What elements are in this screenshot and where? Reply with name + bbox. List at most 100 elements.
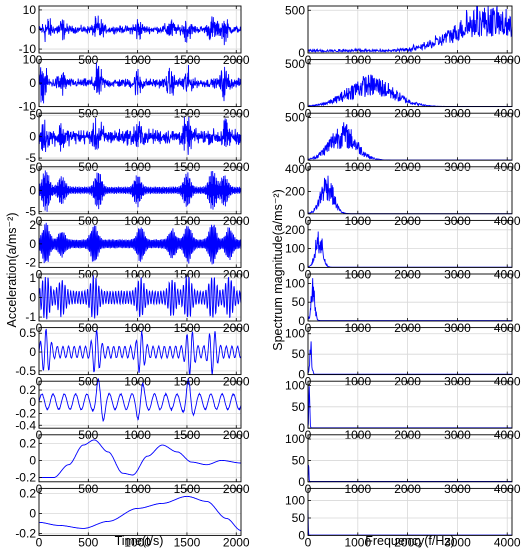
y-tick-label: 1 <box>29 271 36 285</box>
y-tick-label: 50 <box>292 453 306 467</box>
time-series-line <box>38 116 242 155</box>
x-tick-label: 0 <box>36 535 43 549</box>
y-tick-label: 50 <box>292 400 306 414</box>
y-tick-label: 0 <box>29 345 36 359</box>
y-tick-label: -10 <box>19 100 37 114</box>
x-tick-label: 2000 <box>394 535 421 549</box>
y-tick-label: 0 <box>298 314 305 328</box>
y-tick-label: 200 <box>285 184 305 198</box>
time-series-line <box>38 15 242 46</box>
time-subplot-9: 0 500 1000 1500 2000-0.200.2 <box>15 434 250 496</box>
x-tick-label: 1000 <box>124 535 151 549</box>
time-subplot-7: 0 500 1000 1500 2000-0.500.5 <box>15 326 250 388</box>
y-tick-label: -0.2 <box>15 407 36 421</box>
y-tick-label: 5 <box>29 162 36 176</box>
freq-subplot-10: 0 1000 2000 3000 4000 0 50 100 <box>285 487 521 549</box>
x-tick-label: 4000 <box>494 535 521 549</box>
freq-series-line <box>307 341 512 375</box>
y-tick-label: 0.2 <box>19 436 36 450</box>
time-series-line <box>38 62 242 104</box>
frequency-x-axis-label: Frequency(f/Hz) <box>365 534 455 548</box>
y-tick-label: 0.2 <box>19 486 36 500</box>
y-tick-label: -0.2 <box>15 526 36 540</box>
y-tick-label: 0 <box>29 506 36 520</box>
y-tick-label: 50 <box>292 295 306 309</box>
time-subplot-6: 0 500 1000 1500 2000-101 <box>25 271 250 335</box>
y-tick-label: 100 <box>285 242 305 256</box>
axes-box <box>307 273 513 322</box>
frequency-y-axis-label: Spectrum magnitude(a/ms⁻²) <box>271 189 285 351</box>
y-tick-label: 0.5 <box>19 326 36 340</box>
x-tick-label: 0 <box>305 535 312 549</box>
y-tick-label: -5 <box>25 205 36 219</box>
time-series-line <box>38 170 242 212</box>
y-tick-label: 500 <box>285 57 305 71</box>
time-series-line <box>38 275 242 320</box>
y-tick-label: 0 <box>298 475 305 489</box>
time-subplot-4: 0 500 1000 1500 2000-505 <box>25 162 250 228</box>
y-tick-label: -10 <box>19 42 37 56</box>
axes-box <box>307 434 513 483</box>
y-tick-label: 0 <box>29 395 36 409</box>
y-tick-label: 100 <box>285 378 305 392</box>
axes-box <box>38 380 242 429</box>
y-tick-label: 0 <box>29 291 36 305</box>
y-tick-label: 100 <box>285 276 305 290</box>
y-tick-label: 5 <box>29 108 36 122</box>
y-tick-label: 0 <box>298 207 305 221</box>
axes-box <box>307 5 513 54</box>
freq-series-line <box>307 510 512 536</box>
y-tick-label: 500 <box>285 3 305 17</box>
y-tick-label: 2 <box>29 218 36 232</box>
y-tick-label: 10 <box>23 53 37 67</box>
x-tick-label: 2000 <box>223 535 250 549</box>
time-subplot-3: 0 500 1000 1500 2000-505 <box>25 108 250 174</box>
y-tick-label: 0 <box>298 421 305 435</box>
y-tick-label: -2 <box>25 256 36 270</box>
time-x-axis-label: Time(t/s) <box>115 534 164 548</box>
y-tick-label: -1 <box>25 310 36 324</box>
y-tick-label: -0.2 <box>15 471 36 485</box>
x-tick-label: 3000 <box>444 535 471 549</box>
axes-box <box>307 327 513 376</box>
time-y-axis-label: Acceleration(a/ms⁻²) <box>5 213 19 328</box>
time-series-line <box>39 439 241 478</box>
y-tick-label: 100 <box>285 494 305 508</box>
axes-box <box>38 434 242 483</box>
freq-series-line <box>307 74 512 108</box>
y-tick-label: 0 <box>29 453 36 467</box>
y-tick-label: 100 <box>285 327 305 341</box>
axes-box <box>38 487 242 536</box>
freq-series-line <box>307 5 513 54</box>
y-tick-label: 0 <box>298 368 305 382</box>
freq-series-line <box>308 122 512 161</box>
time-series-line <box>38 328 242 375</box>
freq-series-line <box>307 231 512 268</box>
y-tick-label: 0 <box>298 260 305 274</box>
freq-series-line <box>307 464 512 482</box>
axes-box <box>307 487 513 536</box>
y-tick-label: 0 <box>29 130 36 144</box>
y-tick-label: 0.2 <box>19 383 36 397</box>
time-series-line <box>39 495 241 531</box>
axes-box <box>38 327 242 376</box>
axes-box <box>307 380 513 429</box>
y-tick-label: 50 <box>292 511 306 525</box>
y-tick-label: 0 <box>29 237 36 251</box>
y-tick-label: 400 <box>285 162 305 176</box>
y-tick-label: 0 <box>298 46 305 60</box>
time-series-line <box>38 378 242 422</box>
x-tick-label: 500 <box>78 535 98 549</box>
y-tick-label: 500 <box>285 110 305 124</box>
axes-box <box>307 59 513 108</box>
y-tick-label: 100 <box>285 432 305 446</box>
